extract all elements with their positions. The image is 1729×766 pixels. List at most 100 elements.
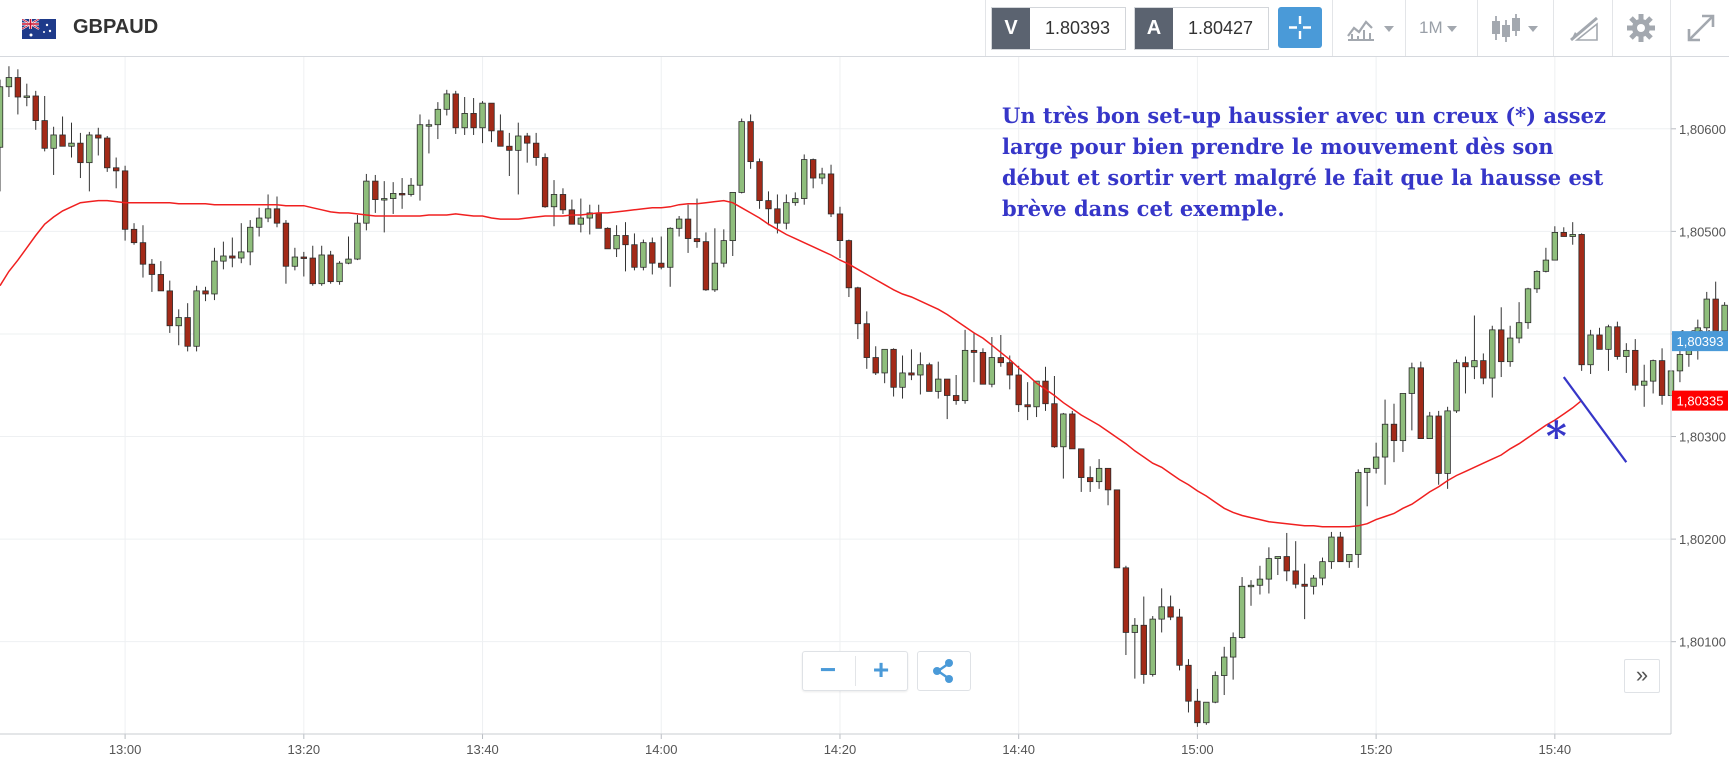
timeframe-button[interactable]: 1M [1419,18,1443,37]
candle-body [300,256,307,259]
candle [541,153,549,208]
candle [0,79,4,192]
candle [944,378,951,420]
candle [1703,291,1710,333]
candle [622,222,629,272]
candle-body [336,262,343,283]
candle [890,348,897,397]
candle [1506,325,1514,367]
candle-body [247,226,254,253]
moving-average-line [0,199,1583,528]
candle-body [765,200,772,210]
candle-body [470,113,477,129]
candle [1587,329,1594,374]
candle [1051,376,1058,448]
candle-body [157,274,165,292]
crosshair-button[interactable] [1278,7,1322,48]
candle [1167,595,1174,621]
candle [407,178,415,197]
candle [1372,442,1380,474]
zoom-in-button[interactable]: + [872,654,890,685]
candle-body [1087,477,1094,483]
chart-type-icon[interactable] [1344,10,1400,46]
candle-body [1381,423,1389,458]
candlestick-chart[interactable]: 1,801001,802001,803001,804001,805001,806… [0,57,1729,766]
candle-body [416,124,424,186]
candle-body [541,157,549,208]
flag-gb-au-icon [22,19,56,39]
candle-body [1426,415,1433,439]
candle-body [1676,354,1684,372]
candle [497,114,504,147]
candle-body [1578,234,1585,366]
candle-body [667,227,674,268]
candle [95,127,102,156]
gear-icon[interactable] [1623,10,1659,46]
candle [247,220,254,266]
candle-body [1364,467,1371,473]
candle-body [327,254,334,283]
candle [1069,410,1076,450]
candle-body [890,348,897,388]
candlestick-icon[interactable] [1488,10,1544,46]
candle-body [1095,467,1103,483]
candle [1524,287,1532,329]
candle [1203,701,1210,725]
zoom-divider [855,656,856,686]
candle [282,220,290,284]
candle [640,239,647,271]
candle-body [434,108,442,126]
candle-body [1417,367,1424,439]
candles [0,66,1728,727]
candle [86,131,93,192]
candle-body [747,121,754,163]
candle [1623,343,1630,373]
candle-body [1149,618,1156,675]
candle [59,116,66,147]
candle-body [425,124,433,127]
candle-body [1721,304,1728,332]
zoom-out-button[interactable]: − [819,654,837,685]
candle [702,232,710,291]
x-tick-label: 13:00 [109,742,142,757]
candle-body [479,102,486,129]
candle [1614,321,1621,360]
candle-body [783,202,790,224]
candle-body [1623,349,1630,357]
candle-body [827,173,835,215]
candle [1176,608,1183,671]
candle-body [631,244,638,268]
annotation-arrow-line [1562,376,1628,463]
draw-tool-icon[interactable] [1565,10,1605,46]
candle [1712,281,1719,332]
timeframe-dropdown-icon[interactable] [1445,10,1461,46]
candle-body [461,113,468,129]
candle [613,225,620,258]
candle [479,101,486,144]
toolbar-divider [1332,0,1333,56]
candle [1569,222,1576,245]
candle [434,102,442,140]
candle [550,180,558,227]
candle [193,285,200,352]
candle [202,286,209,302]
candle [515,122,522,195]
candle [1060,412,1067,479]
scroll-to-latest-button[interactable]: » [1624,659,1660,693]
candle-body [1453,362,1460,412]
y-tick-label: 1,80100 [1679,635,1726,650]
buy-price: 1.80427 [1187,18,1254,38]
moving-average-layer [0,199,1583,528]
candle-body [1596,334,1603,350]
candle-body [1140,624,1147,675]
candle-body [1194,700,1201,724]
expand-icon[interactable] [1683,10,1719,46]
candle [684,204,692,253]
sell-price-button[interactable]: V 1.80393 [991,7,1126,50]
candle [1229,632,1237,680]
candle [1489,325,1496,398]
buy-price-button[interactable]: A 1.80427 [1134,7,1269,50]
candle [961,329,969,404]
share-button[interactable] [917,651,971,691]
candle-body [756,161,763,202]
